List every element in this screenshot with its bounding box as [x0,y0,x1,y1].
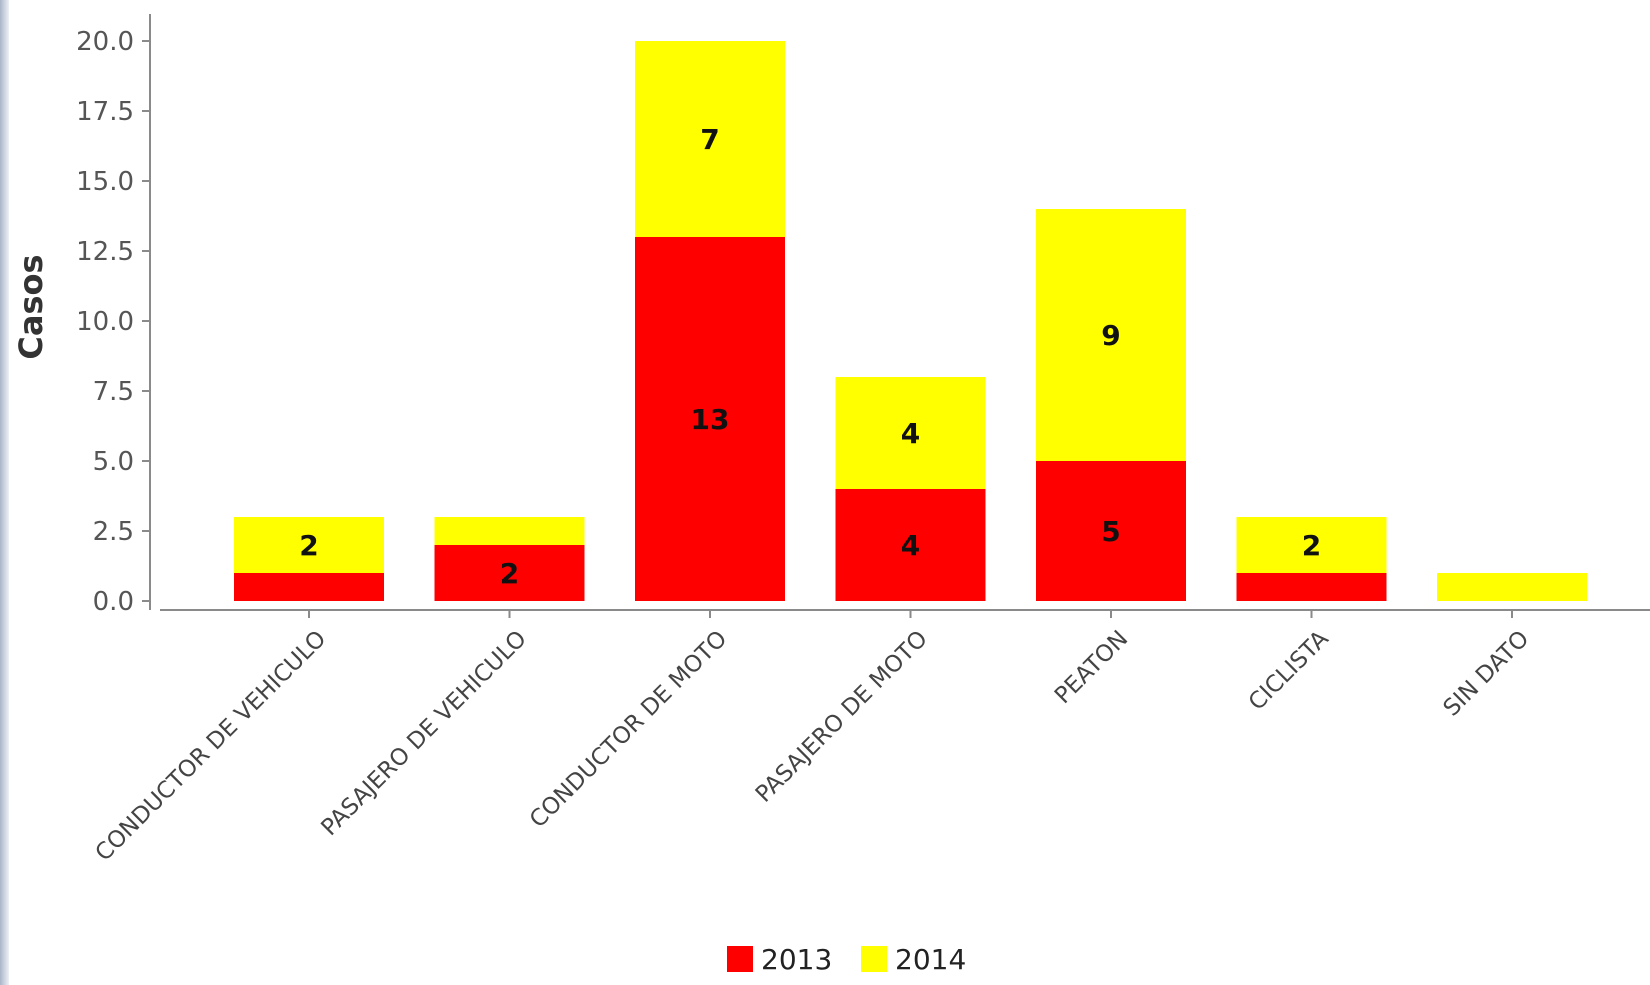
bars [234,41,1587,601]
legend-label: 2014 [895,943,966,976]
bar-segment-2013 [1036,461,1186,601]
x-category-label: CONDUCTOR DE MOTO [525,626,732,833]
data-label: 13 [691,403,730,436]
data-labels: 2 2 13 7 4 4 5 9 2 [299,123,1321,590]
bar-segment-2013 [835,489,986,601]
y-tick-label: 12.5 [76,237,134,267]
x-category-label: PASAJERO DE VEHICULO [316,626,531,841]
bar-segment-2013 [234,573,384,601]
bar-segment-2013 [1236,573,1387,601]
data-label: 2 [1302,529,1321,562]
bar-segment-2013 [434,545,585,601]
data-label: 9 [1101,319,1120,352]
bar-segment-2014 [1236,517,1387,573]
y-axis: 0.0 2.5 5.0 7.5 10.0 12.5 15.0 17.5 20.0 [76,14,151,617]
data-label: 2 [299,529,318,562]
x-category-label: CICLISTA [1244,626,1334,716]
x-category-label: PEATON [1050,626,1133,709]
bar-segment-2014 [1036,209,1186,461]
y-tick-label: 20.0 [76,27,134,57]
bar-segment-2014 [434,517,585,545]
y-tick-label: 17.5 [76,97,134,127]
y-axis-title: Casos [12,254,50,359]
bar-segment-2014 [635,41,785,237]
legend-item-2013[interactable]: 2013 [727,943,832,976]
data-label: 7 [700,123,719,156]
data-label: 4 [901,529,920,562]
y-tick-label: 7.5 [93,377,134,407]
y-tick-label: 5.0 [93,447,134,477]
window-edge-strip [0,0,9,985]
data-label: 5 [1101,515,1120,548]
bar-segment-2014 [234,517,384,573]
legend-item-2014[interactable]: 2014 [861,943,966,976]
y-tick-label: 15.0 [76,167,134,197]
y-tick-label: 10.0 [76,307,134,337]
x-category-label: SIN DATO [1439,626,1535,722]
legend: 2013 2014 [727,943,966,976]
x-category-label: PASAJERO DE MOTO [751,626,933,808]
bar-segment-2014 [1437,573,1587,601]
bar-segment-2014 [835,377,986,489]
legend-swatch [861,946,887,972]
data-label: 4 [901,417,920,450]
y-tick-label: 0.0 [93,587,134,617]
data-label: 2 [500,557,519,590]
y-tick-label: 2.5 [93,517,134,547]
x-category-label: CONDUCTOR DE VEHICULO [91,626,332,867]
legend-label: 2013 [761,943,832,976]
bar-segment-2013 [635,237,785,601]
legend-swatch [727,946,753,972]
